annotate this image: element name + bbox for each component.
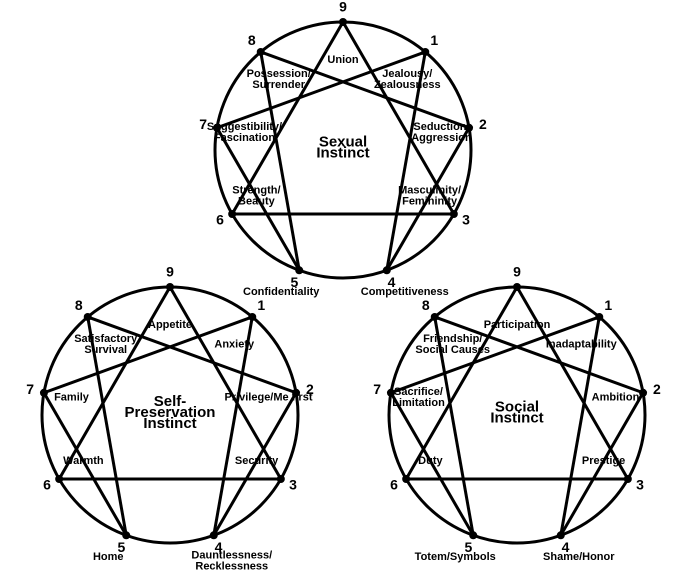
label-8: Possession/Surrender bbox=[247, 68, 311, 91]
label-4: Competitiveness bbox=[361, 286, 449, 298]
label-1: Anxiety bbox=[214, 338, 255, 350]
label-7: Family bbox=[54, 392, 90, 404]
label-6: Warmth bbox=[63, 455, 104, 467]
number-8: 8 bbox=[422, 297, 430, 313]
center-label: Self-PreservationInstinct bbox=[125, 393, 216, 432]
point-9 bbox=[513, 283, 521, 291]
label-3: Masculinity/Femininity bbox=[398, 184, 461, 207]
point-5 bbox=[469, 531, 477, 539]
point-5 bbox=[295, 266, 303, 274]
edge-9-3 bbox=[170, 287, 281, 479]
center-label: SocialInstinct bbox=[490, 398, 543, 426]
point-9 bbox=[166, 283, 174, 291]
label-8: SatisfactorySurvival bbox=[74, 333, 138, 356]
enneagram-sexual: 1 Jealousy/Zealousness 2 Seduction/Aggressi… bbox=[199, 0, 487, 298]
label-9: Union bbox=[327, 54, 358, 66]
point-3 bbox=[624, 475, 632, 483]
point-6 bbox=[402, 475, 410, 483]
number-3: 3 bbox=[289, 477, 297, 493]
number-6: 6 bbox=[216, 212, 224, 228]
center-label: SexualInstinct bbox=[316, 133, 369, 161]
point-8 bbox=[431, 313, 439, 321]
label-9: Participation bbox=[484, 319, 551, 331]
label-6: Strength/Beauty bbox=[232, 184, 280, 207]
label-5: Confidentiality bbox=[243, 286, 320, 298]
label-7: Suggestibility/Fascination bbox=[207, 121, 282, 144]
edge-6-9 bbox=[406, 287, 517, 479]
enneagram-diagram-set: 1 Jealousy/Zealousness 2 Seduction/Aggressi… bbox=[0, 0, 693, 570]
label-4: Dauntlessness/Recklessness bbox=[191, 549, 272, 570]
point-3 bbox=[450, 210, 458, 218]
point-7 bbox=[40, 389, 48, 397]
number-2: 2 bbox=[479, 116, 487, 132]
label-1: Jealousy/Zealousness bbox=[374, 68, 441, 91]
point-6 bbox=[228, 210, 236, 218]
label-7: Sacrifice/Limitation bbox=[392, 386, 445, 409]
number-3: 3 bbox=[636, 477, 644, 493]
point-6 bbox=[55, 475, 63, 483]
number-7: 7 bbox=[373, 381, 381, 397]
label-6: Duty bbox=[418, 455, 443, 467]
number-8: 8 bbox=[248, 32, 256, 48]
label-2: Seduction/Aggression bbox=[411, 121, 472, 144]
edge-6-9 bbox=[59, 287, 170, 479]
point-8 bbox=[84, 313, 92, 321]
label-4: Shame/Honor bbox=[543, 551, 615, 563]
number-3: 3 bbox=[462, 212, 470, 228]
label-8: Friendship/Social Causes bbox=[415, 333, 490, 356]
label-5: Totem/Symbols bbox=[415, 551, 496, 563]
edge-9-3 bbox=[517, 287, 628, 479]
label-3: Prestige bbox=[582, 455, 625, 467]
point-2 bbox=[639, 389, 647, 397]
point-9 bbox=[339, 18, 347, 26]
number-9: 9 bbox=[166, 264, 174, 280]
number-6: 6 bbox=[43, 477, 51, 493]
number-8: 8 bbox=[75, 297, 83, 313]
point-4 bbox=[210, 531, 218, 539]
enneagram-social: 1Inadaptability2Ambition3Prestige4Shame/… bbox=[373, 264, 661, 563]
point-8 bbox=[257, 48, 265, 56]
point-4 bbox=[557, 531, 565, 539]
label-5: Home bbox=[93, 551, 124, 563]
label-1: Inadaptability bbox=[546, 338, 618, 350]
point-1 bbox=[595, 313, 603, 321]
point-1 bbox=[248, 313, 256, 321]
label-2: Ambition bbox=[592, 392, 640, 404]
number-1: 1 bbox=[430, 32, 438, 48]
label-2: Privilege/Me first bbox=[224, 392, 312, 404]
number-1: 1 bbox=[604, 297, 612, 313]
number-1: 1 bbox=[257, 297, 265, 313]
point-1 bbox=[421, 48, 429, 56]
point-3 bbox=[277, 475, 285, 483]
label-9: Appetite bbox=[148, 319, 192, 331]
point-5 bbox=[122, 531, 130, 539]
number-7: 7 bbox=[26, 381, 34, 397]
number-9: 9 bbox=[513, 264, 521, 280]
point-4 bbox=[383, 266, 391, 274]
number-9: 9 bbox=[339, 0, 347, 15]
label-3: Security bbox=[235, 455, 279, 467]
number-2: 2 bbox=[653, 381, 661, 397]
enneagram-self-preservation: 1Anxiety2Privilege/Me first3Security4Dau… bbox=[26, 264, 314, 570]
number-6: 6 bbox=[390, 477, 398, 493]
